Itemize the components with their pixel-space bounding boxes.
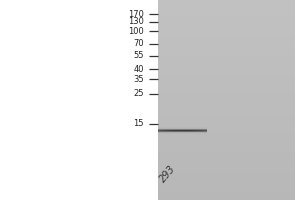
Text: 100: 100 bbox=[128, 26, 144, 36]
Text: 293: 293 bbox=[158, 163, 178, 184]
Text: 40: 40 bbox=[134, 64, 144, 73]
Text: 55: 55 bbox=[134, 51, 144, 60]
Text: 35: 35 bbox=[134, 74, 144, 84]
Text: 170: 170 bbox=[128, 10, 144, 19]
Text: 70: 70 bbox=[134, 40, 144, 48]
Text: 25: 25 bbox=[134, 90, 144, 98]
Text: 15: 15 bbox=[134, 119, 144, 129]
Text: 130: 130 bbox=[128, 17, 144, 26]
